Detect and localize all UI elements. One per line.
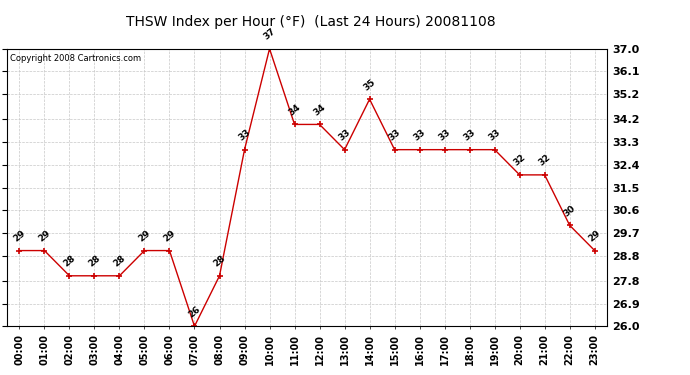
Text: 35: 35: [362, 77, 377, 92]
Text: 33: 33: [487, 128, 502, 142]
Text: 34: 34: [287, 102, 302, 117]
Text: 33: 33: [337, 128, 353, 142]
Text: 29: 29: [12, 228, 27, 243]
Text: 32: 32: [512, 153, 527, 168]
Text: 28: 28: [112, 254, 127, 269]
Text: 33: 33: [412, 128, 427, 142]
Text: 33: 33: [462, 128, 477, 142]
Text: 28: 28: [61, 254, 77, 269]
Text: 33: 33: [237, 128, 253, 142]
Text: 33: 33: [437, 128, 453, 142]
Text: 29: 29: [137, 228, 152, 243]
Text: 30: 30: [562, 203, 578, 218]
Text: Copyright 2008 Cartronics.com: Copyright 2008 Cartronics.com: [10, 54, 141, 63]
Text: 28: 28: [87, 254, 102, 269]
Text: THSW Index per Hour (°F)  (Last 24 Hours) 20081108: THSW Index per Hour (°F) (Last 24 Hours)…: [126, 15, 495, 29]
Text: 29: 29: [37, 228, 52, 243]
Text: 32: 32: [537, 153, 553, 168]
Text: 29: 29: [587, 228, 602, 243]
Text: 37: 37: [262, 27, 277, 42]
Text: 28: 28: [212, 254, 227, 269]
Text: 26: 26: [187, 304, 202, 319]
Text: 29: 29: [161, 228, 177, 243]
Text: 33: 33: [387, 128, 402, 142]
Text: 34: 34: [312, 102, 327, 117]
